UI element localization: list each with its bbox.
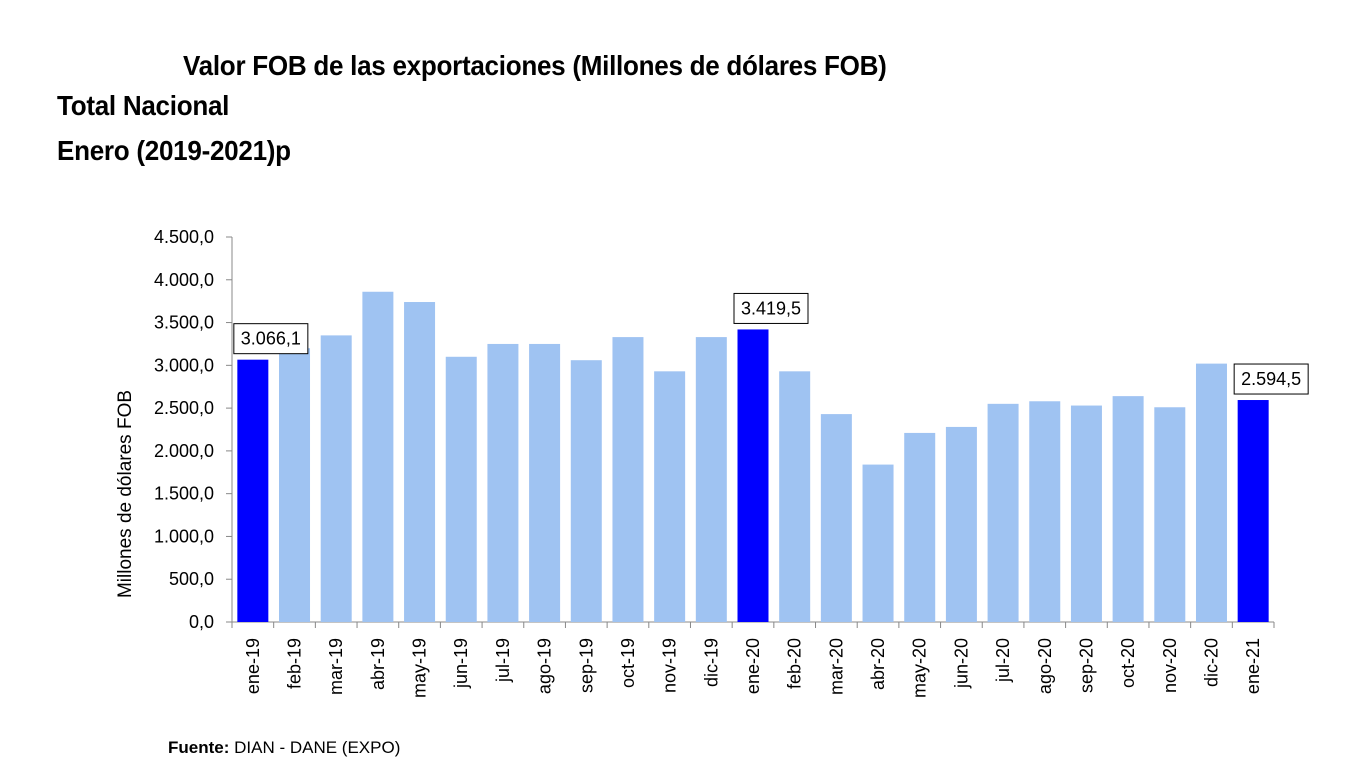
y-axis-label: Millones de dólares FOB — [115, 390, 136, 598]
source-note: Fuente: DIAN - DANE (EXPO) — [168, 738, 400, 758]
bar-mar-20 — [820, 414, 852, 622]
chart-subtitle-scope: Total Nacional — [57, 90, 230, 121]
x-tick-label: jul-20 — [993, 638, 1013, 683]
x-tick-label: jul-19 — [493, 638, 513, 683]
bar-dic-20 — [1195, 363, 1227, 622]
x-tick-label: may-20 — [910, 638, 930, 698]
x-tick-label: may-19 — [410, 638, 430, 698]
x-tick-label: feb-20 — [785, 638, 805, 689]
bar-may-20 — [904, 432, 936, 622]
bar-series — [237, 291, 1269, 622]
x-tick-label: dic-19 — [701, 638, 721, 687]
y-tick-label: 3.500,0 — [154, 313, 214, 333]
bar-highlight-ene-20 — [737, 329, 769, 622]
y-tick-label: 2.000,0 — [154, 441, 214, 461]
y-axis: 0,0 500,0 1.000,0 1.500,0 2.000,0 2.500,0 3.00… — [154, 227, 233, 632]
y-tick-label: 4.000,0 — [154, 270, 214, 290]
bar-abr-20 — [862, 464, 894, 622]
bar-ago-20 — [1029, 401, 1061, 622]
bar-jul-20 — [987, 403, 1019, 622]
bar-oct-19 — [612, 337, 644, 622]
bar-ago-19 — [529, 343, 561, 622]
bar-dic-19 — [695, 337, 727, 622]
x-tick-label: abr-19 — [368, 638, 388, 690]
data-label-box — [233, 323, 309, 355]
source-text: DIAN - DANE (EXPO) — [234, 738, 401, 757]
y-tick-label: 1.000,0 — [154, 526, 214, 546]
x-tick-label: ago-19 — [535, 638, 555, 694]
chart-title: Valor FOB de las exportaciones (Millones… — [183, 50, 887, 81]
chart-subtitle-period: Enero (2019-2021)p — [57, 135, 291, 166]
x-tick-label: mar-20 — [826, 638, 846, 695]
y-tick-label: 1.500,0 — [154, 484, 214, 504]
y-tick-label: 3.000,0 — [154, 355, 214, 375]
bar-jun-20 — [945, 426, 977, 622]
x-axis: ene-19 feb-19 mar-19 abr-19 may-19 jun-19 jul-… — [231, 621, 1275, 698]
y-tick-label: 500,0 — [169, 569, 214, 589]
bar-may-19 — [404, 302, 436, 622]
bar-sep-20 — [1070, 405, 1102, 622]
x-tick-label: mar-19 — [326, 638, 346, 695]
x-tick-label: abr-20 — [868, 638, 888, 690]
x-tick-label: nov-20 — [1160, 638, 1180, 693]
x-tick-label: ene-21 — [1243, 638, 1263, 694]
bar-abr-19 — [362, 291, 394, 622]
data-label-box — [733, 292, 809, 324]
x-tick-label: sep-19 — [576, 638, 596, 693]
source-label: Fuente: — [168, 738, 230, 757]
y-tick-label: 4.500,0 — [154, 227, 214, 247]
data-label: 3.419,5 — [741, 298, 801, 318]
y-tick-label: 0,0 — [189, 612, 214, 632]
bar-nov-19 — [654, 371, 686, 622]
bar-highlight-ene-21 — [1237, 400, 1269, 622]
y-tick-label: 2.500,0 — [154, 398, 214, 418]
x-tick-label: feb-19 — [285, 638, 305, 689]
bar-feb-19 — [279, 348, 311, 622]
x-tick-label: dic-20 — [1201, 638, 1221, 687]
bar-highlight-ene-19 — [237, 359, 269, 622]
bar-oct-20 — [1112, 396, 1144, 622]
bar-jul-19 — [487, 343, 519, 622]
x-tick-label: ene-20 — [743, 638, 763, 694]
x-tick-label: oct-19 — [618, 638, 638, 688]
bar-jun-19 — [445, 356, 477, 622]
data-labels: 3.066,1 3.419,5 2.594,5 — [233, 292, 1309, 395]
data-label: 3.066,1 — [241, 329, 301, 349]
x-tick-label: nov-19 — [660, 638, 680, 693]
bar-nov-20 — [1154, 407, 1186, 622]
data-label-box — [1233, 363, 1309, 395]
bar-mar-19 — [320, 335, 352, 622]
x-tick-label: oct-20 — [1118, 638, 1138, 688]
bar-sep-19 — [570, 360, 602, 622]
data-label: 2.594,5 — [1241, 369, 1301, 389]
x-tick-label: jun-20 — [951, 638, 971, 689]
x-tick-label: ago-20 — [1035, 638, 1055, 694]
bar-feb-20 — [779, 371, 811, 622]
x-tick-label: ene-19 — [243, 638, 263, 694]
x-tick-label: sep-20 — [1076, 638, 1096, 693]
x-tick-label: jun-19 — [451, 638, 471, 689]
